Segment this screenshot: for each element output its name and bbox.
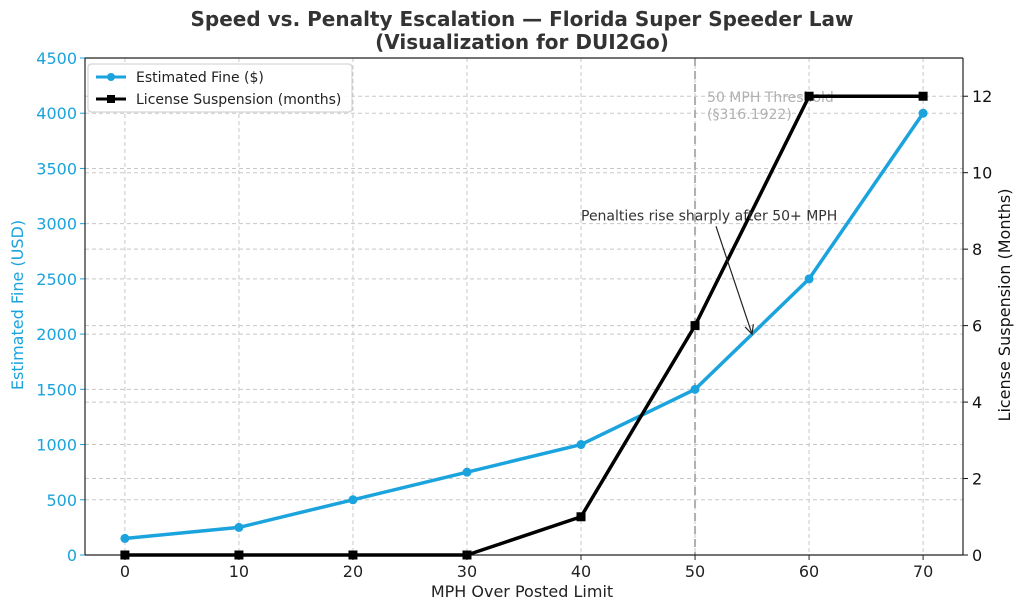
data-point-fine (576, 440, 586, 450)
x-tick-label: 30 (457, 562, 477, 581)
legend: Estimated Fine ($) License Suspension (m… (87, 63, 353, 113)
y-right-tick-label: 0 (972, 546, 982, 565)
legend-label-fine: Estimated Fine ($) (136, 70, 264, 86)
threshold-label-line1: 50 MPH Threshold (707, 90, 834, 106)
y-right-tick-label: 10 (972, 164, 992, 183)
y-left-tick-label: 2000 (36, 325, 77, 344)
annotation-text: Penalties rise sharply after 50+ MPH (581, 208, 837, 224)
y-left-tick-label: 4000 (36, 104, 77, 123)
data-point-suspension (576, 512, 586, 522)
chart-title-line2: (Visualization for DUI2Go) (375, 30, 669, 54)
x-tick-label: 50 (685, 562, 705, 581)
threshold-line: 50 MPH Threshold(§316.1922) (694, 58, 834, 555)
y-axis-right-label: License Suspension (Months) (995, 189, 1014, 422)
grid (85, 57, 963, 556)
data-point-fine (462, 467, 472, 477)
x-tick-label: 10 (229, 562, 249, 581)
series-line-0 (124, 112, 925, 541)
y-right-tick-label: 8 (972, 240, 982, 259)
y-left-tick-label: 500 (46, 491, 77, 510)
data-point-suspension (918, 91, 928, 101)
data-point-suspension (234, 550, 244, 560)
axes: 0 10 20 30 40 50 60 700500100015002000250030003… (36, 49, 992, 581)
x-tick-label: 40 (571, 562, 591, 581)
data-point-fine (804, 274, 814, 284)
data-point-fine (120, 533, 130, 543)
data-point-suspension (690, 321, 700, 331)
chart-title-line1: Speed vs. Penalty Escalation — Florida S… (191, 7, 854, 31)
y-left-tick-label: 4500 (36, 49, 77, 68)
data-point-fine (690, 384, 700, 394)
series-line-1 (124, 94, 924, 557)
y-left-tick-label: 2500 (36, 270, 77, 289)
data-point-suspension (348, 550, 358, 560)
y-left-tick-label: 3500 (36, 159, 77, 178)
data-point-fine (918, 108, 928, 118)
x-axis-label: MPH Over Posted Limit (431, 582, 613, 601)
threshold-label-line2: (§316.1922) (707, 107, 792, 123)
annotation-arrow-shaft (715, 226, 753, 335)
data-point-suspension (120, 550, 130, 560)
y-right-tick-label: 4 (972, 393, 982, 412)
data-point-fine (234, 522, 244, 532)
series-lines (120, 91, 928, 560)
x-tick-label: 70 (913, 562, 933, 581)
x-tick-label: 20 (343, 562, 363, 581)
annotation-arrow-head (744, 324, 754, 336)
legend-box (87, 63, 353, 113)
legend-label-suspension: License Suspension (months) (136, 92, 341, 108)
y-right-tick-label: 6 (972, 317, 982, 336)
data-point-suspension (804, 91, 814, 101)
data-point-suspension (462, 550, 472, 560)
legend-marker-suspension (107, 95, 115, 103)
y-right-tick-label: 12 (972, 87, 992, 106)
y-left-tick-label: 1000 (36, 436, 77, 455)
y-left-tick-label: 0 (67, 546, 77, 565)
y-axis-left-label: Estimated Fine (USD) (8, 220, 27, 390)
legend-marker-fine (107, 73, 115, 81)
x-tick-label: 60 (799, 562, 819, 581)
y-left-tick-label: 3000 (36, 215, 77, 234)
y-left-tick-label: 1500 (36, 380, 77, 399)
y-right-tick-label: 2 (972, 470, 982, 489)
data-point-fine (348, 495, 358, 505)
annotation: Penalties rise sharply after 50+ MPH (581, 208, 837, 336)
x-tick-label: 0 (120, 562, 130, 581)
